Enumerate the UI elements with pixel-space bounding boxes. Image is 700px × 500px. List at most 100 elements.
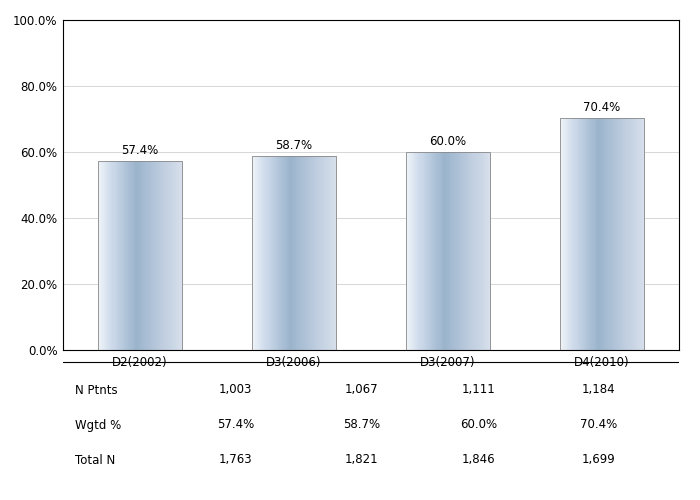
- Bar: [616, 118, 617, 350]
- Bar: [466, 152, 468, 350]
- Bar: [584, 118, 585, 350]
- Bar: [436, 152, 438, 350]
- Bar: [265, 156, 266, 350]
- Bar: [562, 118, 563, 350]
- Bar: [568, 118, 570, 350]
- Bar: [335, 156, 337, 350]
- Bar: [132, 160, 134, 350]
- Bar: [334, 156, 335, 350]
- Bar: [452, 152, 454, 350]
- Bar: [431, 152, 433, 350]
- Bar: [300, 156, 301, 350]
- Bar: [311, 156, 312, 350]
- Bar: [281, 156, 283, 350]
- Bar: [277, 156, 279, 350]
- Bar: [148, 160, 149, 350]
- Text: 1,699: 1,699: [582, 454, 616, 466]
- Bar: [643, 118, 645, 350]
- Bar: [314, 156, 316, 350]
- Bar: [321, 156, 322, 350]
- Bar: [107, 160, 108, 350]
- Bar: [608, 118, 610, 350]
- Bar: [302, 156, 303, 350]
- Bar: [118, 160, 119, 350]
- Bar: [477, 152, 479, 350]
- Bar: [421, 152, 423, 350]
- Bar: [104, 160, 106, 350]
- Bar: [319, 156, 321, 350]
- Bar: [585, 118, 587, 350]
- Bar: [425, 152, 426, 350]
- Bar: [142, 160, 144, 350]
- Bar: [101, 160, 102, 350]
- Bar: [105, 160, 106, 350]
- Bar: [579, 118, 580, 350]
- Bar: [583, 118, 584, 350]
- Bar: [440, 152, 441, 350]
- Bar: [178, 160, 179, 350]
- Bar: [290, 156, 292, 350]
- Bar: [256, 156, 258, 350]
- Text: 58.7%: 58.7%: [343, 418, 380, 432]
- Bar: [325, 156, 326, 350]
- Bar: [332, 156, 333, 350]
- Bar: [304, 156, 305, 350]
- Text: 58.7%: 58.7%: [275, 140, 313, 152]
- Bar: [280, 156, 281, 350]
- Bar: [267, 156, 268, 350]
- Bar: [259, 156, 260, 350]
- Bar: [265, 156, 267, 350]
- Bar: [629, 118, 630, 350]
- Bar: [286, 156, 287, 350]
- Bar: [152, 160, 153, 350]
- Bar: [111, 160, 113, 350]
- Bar: [444, 152, 446, 350]
- Bar: [153, 160, 154, 350]
- Text: 1,111: 1,111: [462, 384, 496, 396]
- Bar: [468, 152, 470, 350]
- Bar: [575, 118, 576, 350]
- Bar: [460, 152, 461, 350]
- Bar: [424, 152, 425, 350]
- Bar: [119, 160, 120, 350]
- Bar: [267, 156, 269, 350]
- Bar: [99, 160, 100, 350]
- Bar: [429, 152, 430, 350]
- Bar: [458, 152, 459, 350]
- Bar: [489, 152, 491, 350]
- Bar: [565, 118, 566, 350]
- Bar: [580, 118, 581, 350]
- Bar: [146, 160, 148, 350]
- Bar: [288, 156, 290, 350]
- Bar: [292, 156, 293, 350]
- Bar: [475, 152, 477, 350]
- Bar: [438, 152, 440, 350]
- Bar: [310, 156, 312, 350]
- Bar: [416, 152, 418, 350]
- Bar: [317, 156, 318, 350]
- Bar: [111, 160, 112, 350]
- Bar: [304, 156, 306, 350]
- Bar: [300, 156, 302, 350]
- Bar: [144, 160, 146, 350]
- Bar: [622, 118, 624, 350]
- Bar: [278, 156, 279, 350]
- Text: 1,003: 1,003: [219, 384, 252, 396]
- Bar: [123, 160, 125, 350]
- Bar: [435, 152, 437, 350]
- Bar: [481, 152, 482, 350]
- Bar: [456, 152, 457, 350]
- Bar: [148, 160, 150, 350]
- Bar: [273, 156, 274, 350]
- Bar: [409, 152, 410, 350]
- Bar: [570, 118, 572, 350]
- Bar: [128, 160, 130, 350]
- Bar: [419, 152, 421, 350]
- Bar: [255, 156, 256, 350]
- Bar: [176, 160, 177, 350]
- Bar: [434, 152, 435, 350]
- Bar: [458, 152, 460, 350]
- Bar: [274, 156, 275, 350]
- Bar: [326, 156, 327, 350]
- Bar: [601, 118, 602, 350]
